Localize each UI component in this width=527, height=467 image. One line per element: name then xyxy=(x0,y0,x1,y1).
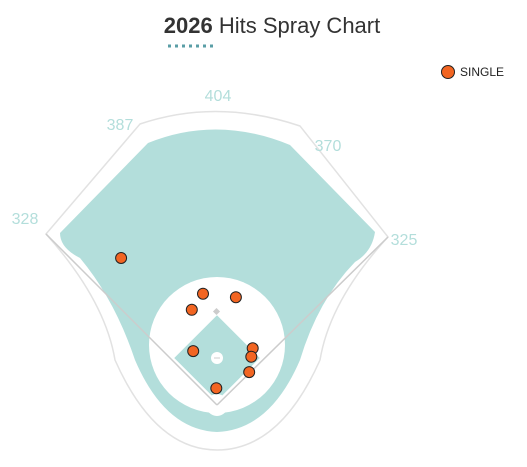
title-year: 2026 xyxy=(164,13,213,38)
hit-point xyxy=(245,350,258,363)
fence-label: 328 xyxy=(12,211,39,228)
legend-label: SINGLE xyxy=(460,65,504,79)
fence-label: 404 xyxy=(205,88,232,105)
title-text: Hits Spray Chart xyxy=(219,13,380,38)
legend-marker xyxy=(441,65,455,79)
field xyxy=(45,110,389,451)
hit-point xyxy=(187,345,200,358)
fence-label: 370 xyxy=(315,138,342,155)
hit-point xyxy=(210,382,223,395)
hit-point xyxy=(197,287,209,300)
hit-point xyxy=(243,366,256,379)
fence-label: 325 xyxy=(391,232,418,249)
hit-point xyxy=(115,252,128,264)
hit-point xyxy=(229,291,242,304)
hit-point xyxy=(185,303,198,316)
fence-label: 387 xyxy=(107,117,134,134)
chart-title: 2026 Hits Spray Chart xyxy=(164,13,380,38)
